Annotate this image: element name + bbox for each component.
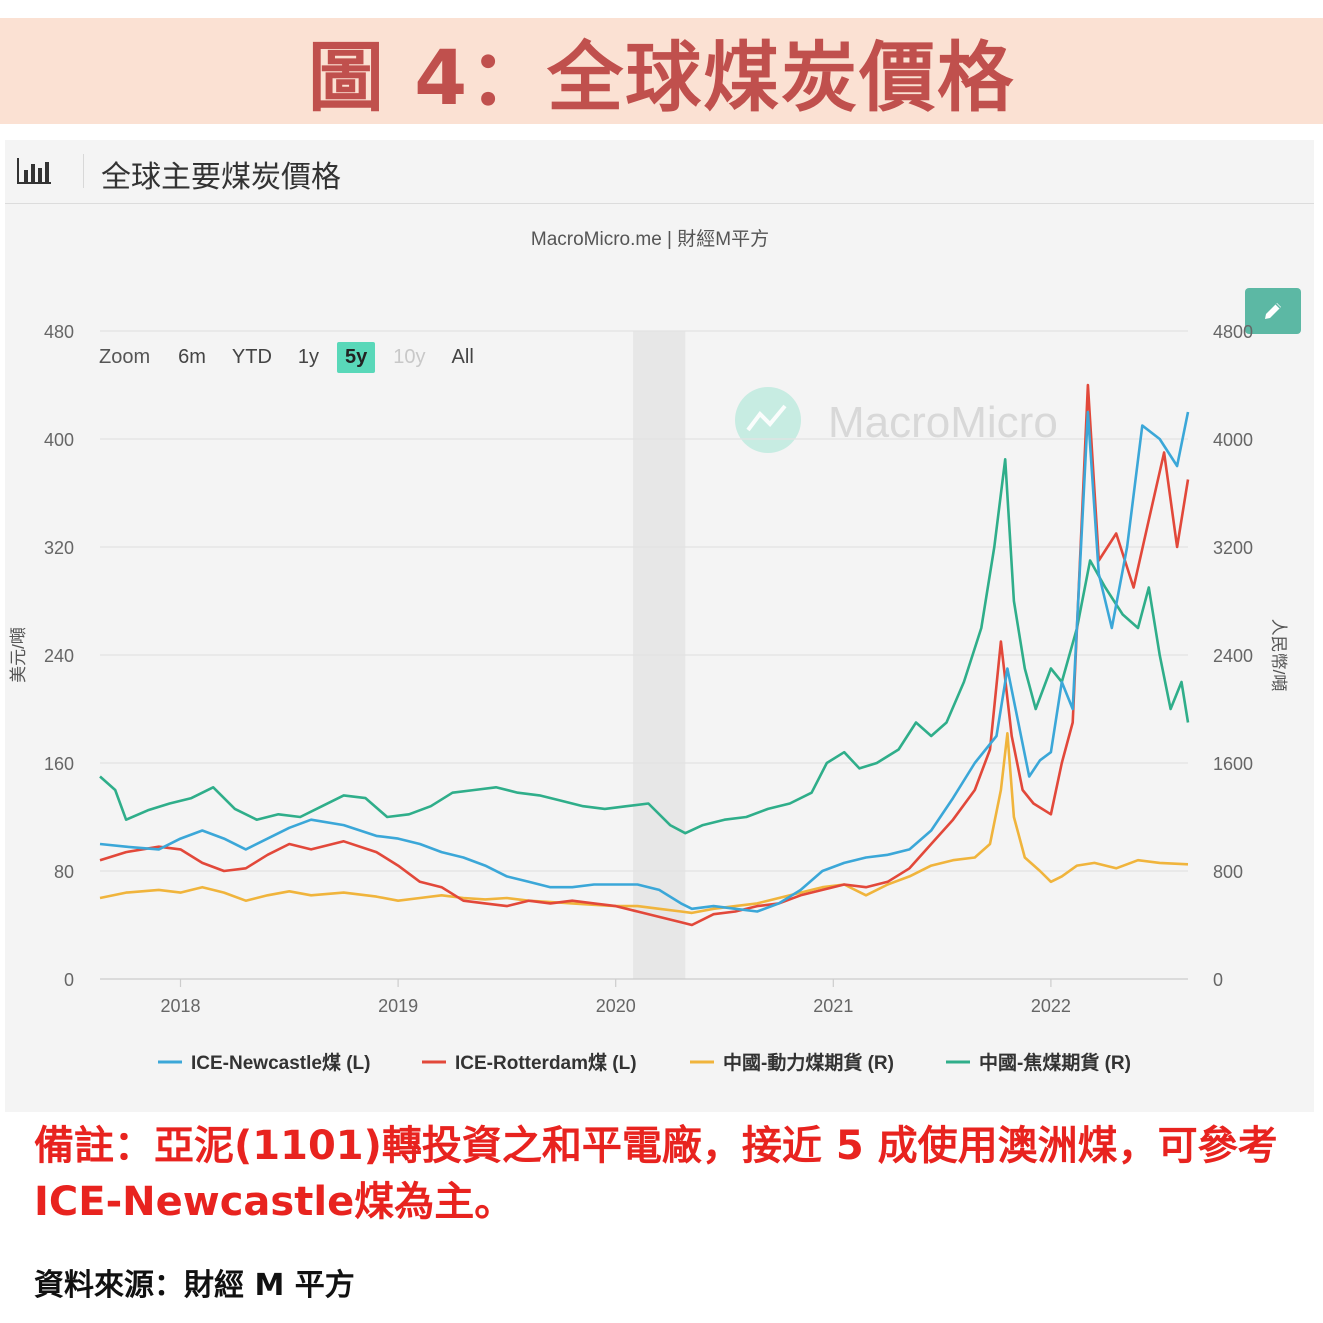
bar-chart-icon	[17, 158, 51, 184]
legend-item[interactable]: ICE-Newcastle煤 (L)	[158, 1052, 370, 1074]
legend-label: 中國-焦煤期貨 (R)	[979, 1051, 1131, 1074]
watermark: MacroMicro	[735, 387, 1058, 453]
y-axis-left-title: 美元/噸	[9, 627, 28, 683]
y-tick-right: 2400	[1213, 646, 1253, 666]
x-tick-label: 2022	[1031, 996, 1071, 1016]
zoom-5y-button[interactable]: 5y	[337, 341, 376, 373]
legend-item[interactable]: 中國-焦煤期貨 (R)	[946, 1051, 1131, 1074]
x-tick-label: 2018	[160, 996, 200, 1016]
y-tick-right: 4800	[1213, 322, 1253, 342]
legend-label: 中國-動力煤期貨 (R)	[723, 1051, 894, 1074]
banner: 圖 4：全球煤炭價格	[0, 18, 1323, 124]
y-axis-right-title: 人民幣/噸	[1269, 619, 1288, 692]
y-tick-left: 400	[44, 430, 74, 450]
y-tick-left: 240	[44, 646, 74, 666]
watermark-text: MacroMicro	[828, 398, 1058, 447]
zoom-10y-button: 10y	[393, 345, 426, 368]
y-tick-right: 800	[1213, 862, 1243, 882]
series-line-2	[99, 732, 1189, 915]
note-text: 備註：亞泥(1101)轉投資之和平電廠，接近 5 成使用澳洲煤，可參考 ICE-…	[34, 1123, 1278, 1225]
series-line-3	[99, 458, 1190, 835]
legend-label: ICE-Rotterdam煤 (L)	[455, 1052, 637, 1074]
series-line-1	[99, 383, 1190, 927]
zoom-6m-button[interactable]: 6m	[178, 345, 206, 368]
zoom-1y-button[interactable]: 1y	[297, 345, 320, 368]
x-tick-label: 2019	[378, 996, 418, 1016]
y-tick-left: 160	[44, 754, 74, 774]
pencil-icon	[1265, 303, 1281, 319]
chart-area: Zoom 6m YTD 1y 5y 10y All	[5, 205, 1314, 1112]
panel-title: 全球主要煤炭價格	[101, 160, 341, 195]
chart-credit: MacroMicro.me | 財經M平方	[531, 228, 769, 250]
x-tick-label: 2020	[596, 996, 636, 1016]
panel-header: 全球主要煤炭價格	[5, 140, 1314, 204]
y-tick-right: 0	[1213, 970, 1223, 990]
zoom-all-button[interactable]: All	[451, 345, 474, 368]
y-tick-left: 480	[44, 322, 74, 342]
y-tick-left: 80	[54, 862, 74, 882]
y-tick-right: 1600	[1213, 754, 1253, 774]
zoom-ytd-button[interactable]: YTD	[231, 345, 272, 368]
legend-item[interactable]: 中國-動力煤期貨 (R)	[690, 1051, 894, 1074]
banner-title: 圖 4：全球煤炭價格	[307, 33, 1016, 122]
y-tick-right: 3200	[1213, 538, 1253, 558]
zoom-label: Zoom	[99, 345, 151, 368]
edit-button[interactable]	[1245, 288, 1301, 334]
legend-label: ICE-Newcastle煤 (L)	[191, 1052, 370, 1074]
source-text: 資料來源：財經 M 平方	[34, 1268, 355, 1303]
zoom-controls: Zoom 6m YTD 1y 5y 10y All	[99, 338, 492, 376]
x-tick-label: 2021	[813, 996, 853, 1016]
y-tick-left: 320	[44, 538, 74, 558]
legend-item[interactable]: ICE-Rotterdam煤 (L)	[422, 1052, 637, 1074]
series-line-0	[99, 410, 1190, 913]
y-tick-right: 4000	[1213, 430, 1253, 450]
header-divider	[83, 154, 84, 188]
y-tick-left: 0	[64, 970, 74, 990]
